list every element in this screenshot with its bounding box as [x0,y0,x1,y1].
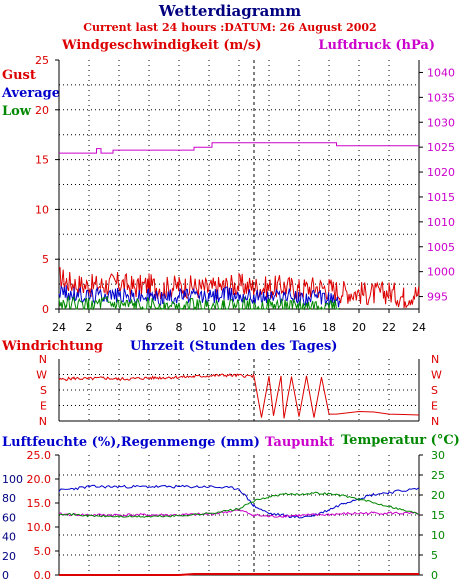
temperature-tick-label: 0 [431,569,438,582]
page-title: Wetterdiagramm [158,2,301,20]
series-average-line [58,285,340,308]
direction-tick-label-left: N [39,353,47,366]
page-subtitle: Current last 24 hours :DATUM: 26 August … [83,21,376,34]
pressure-tick-label: 1010 [427,216,455,229]
direction-tick-label-left: W [36,369,47,382]
series-dewpoint-line [58,508,420,518]
x-tick-label: 6 [146,321,153,334]
direction-tick-label-left: N [39,415,47,428]
x-tick-label: 14 [262,321,276,334]
temperature-tick-label: 25 [431,469,445,482]
x-tick-label: 22 [382,321,396,334]
series-pressure-line [59,142,419,154]
humidity-tick-label: 80 [2,492,16,505]
direction-tick-label-left: S [40,384,47,397]
humidity-tick-label: 60 [2,511,16,524]
humidity-tick-label: 0 [2,569,9,582]
direction-tick-label-left: E [40,400,47,413]
rain-tick-label: 25.0 [27,449,52,462]
temperature-tick-label: 30 [431,449,445,462]
series-rain-line [59,573,419,576]
pressure-tick-label: 1040 [427,66,455,79]
pressure-tick-label: 1030 [427,116,455,129]
x-axis-label: Uhrzeit (Stunden des Tages) [130,339,337,354]
x-tick-label: 8 [176,321,183,334]
humidity-tick-label: 40 [2,531,16,544]
direction-tick-label-right: S [431,384,438,397]
legend-low: Low [2,104,32,119]
series-wind-direction-line [58,373,420,419]
rain-tick-label: 5.0 [34,545,52,558]
direction-tick-label-right: W [431,369,442,382]
x-tick-label: 18 [322,321,336,334]
wind-speed-tick-label: 10 [35,203,49,216]
rain-tick-label: 0.0 [34,569,52,582]
x-tick-label: 20 [352,321,366,334]
wind-speed-tick-label: 20 [35,104,49,117]
rain-tick-label: 15.0 [27,497,52,510]
rain-tick-label: 20.0 [27,473,52,486]
humidity-rain-axis-label: Luftfeuchte (%),Regenmenge (mm) [2,435,260,450]
humidity-tick-label: 100 [2,473,23,486]
x-tick-label: 4 [116,321,123,334]
x-tick-label: 2 [86,321,93,334]
pressure-tick-label: 1025 [427,141,455,154]
x-tick-label: 10 [202,321,216,334]
pressure-tick-label: 1020 [427,166,455,179]
temperature-tick-label: 10 [431,529,445,542]
pressure-tick-label: 1005 [427,241,455,254]
series-temperature-line [58,491,420,518]
wind-speed-tick-label: 25 [35,54,49,67]
legend-gust: Gust [2,68,36,83]
rain-tick-label: 10.0 [27,521,52,534]
temperature-tick-label: 20 [431,489,445,502]
pressure-tick-label: 1000 [427,266,455,279]
pressure-tick-label: 1035 [427,91,455,104]
wind-direction-label: Windrichtung [1,339,103,354]
x-tick-label: 16 [292,321,306,334]
direction-tick-label-right: E [431,400,438,413]
pressure-axis-label: Luftdruck (hPa) [318,38,435,53]
wind-speed-axis-label: Windgeschwindigkeit (m/s) [61,38,261,53]
wind-speed-tick-label: 15 [35,154,49,167]
wind-speed-tick-label: 0 [42,303,49,316]
direction-tick-label-right: N [431,353,439,366]
pressure-tick-label: 995 [427,291,448,304]
direction-tick-label-right: N [431,415,439,428]
temperature-axis-label: Temperatur (°C) [341,433,460,448]
x-tick-label: 12 [232,321,246,334]
humidity-tick-label: 20 [2,550,16,563]
x-tick-label: 24 [52,321,66,334]
series-low-line [58,295,340,311]
wind-speed-tick-label: 5 [42,253,49,266]
dewpoint-axis-label: Taupunkt [265,435,334,450]
temperature-tick-label: 5 [431,549,438,562]
pressure-tick-label: 1015 [427,191,455,204]
temperature-tick-label: 15 [431,509,445,522]
x-tick-label: 24 [412,321,426,334]
series-gust-line [58,266,420,309]
legend-average: Average [1,86,60,101]
